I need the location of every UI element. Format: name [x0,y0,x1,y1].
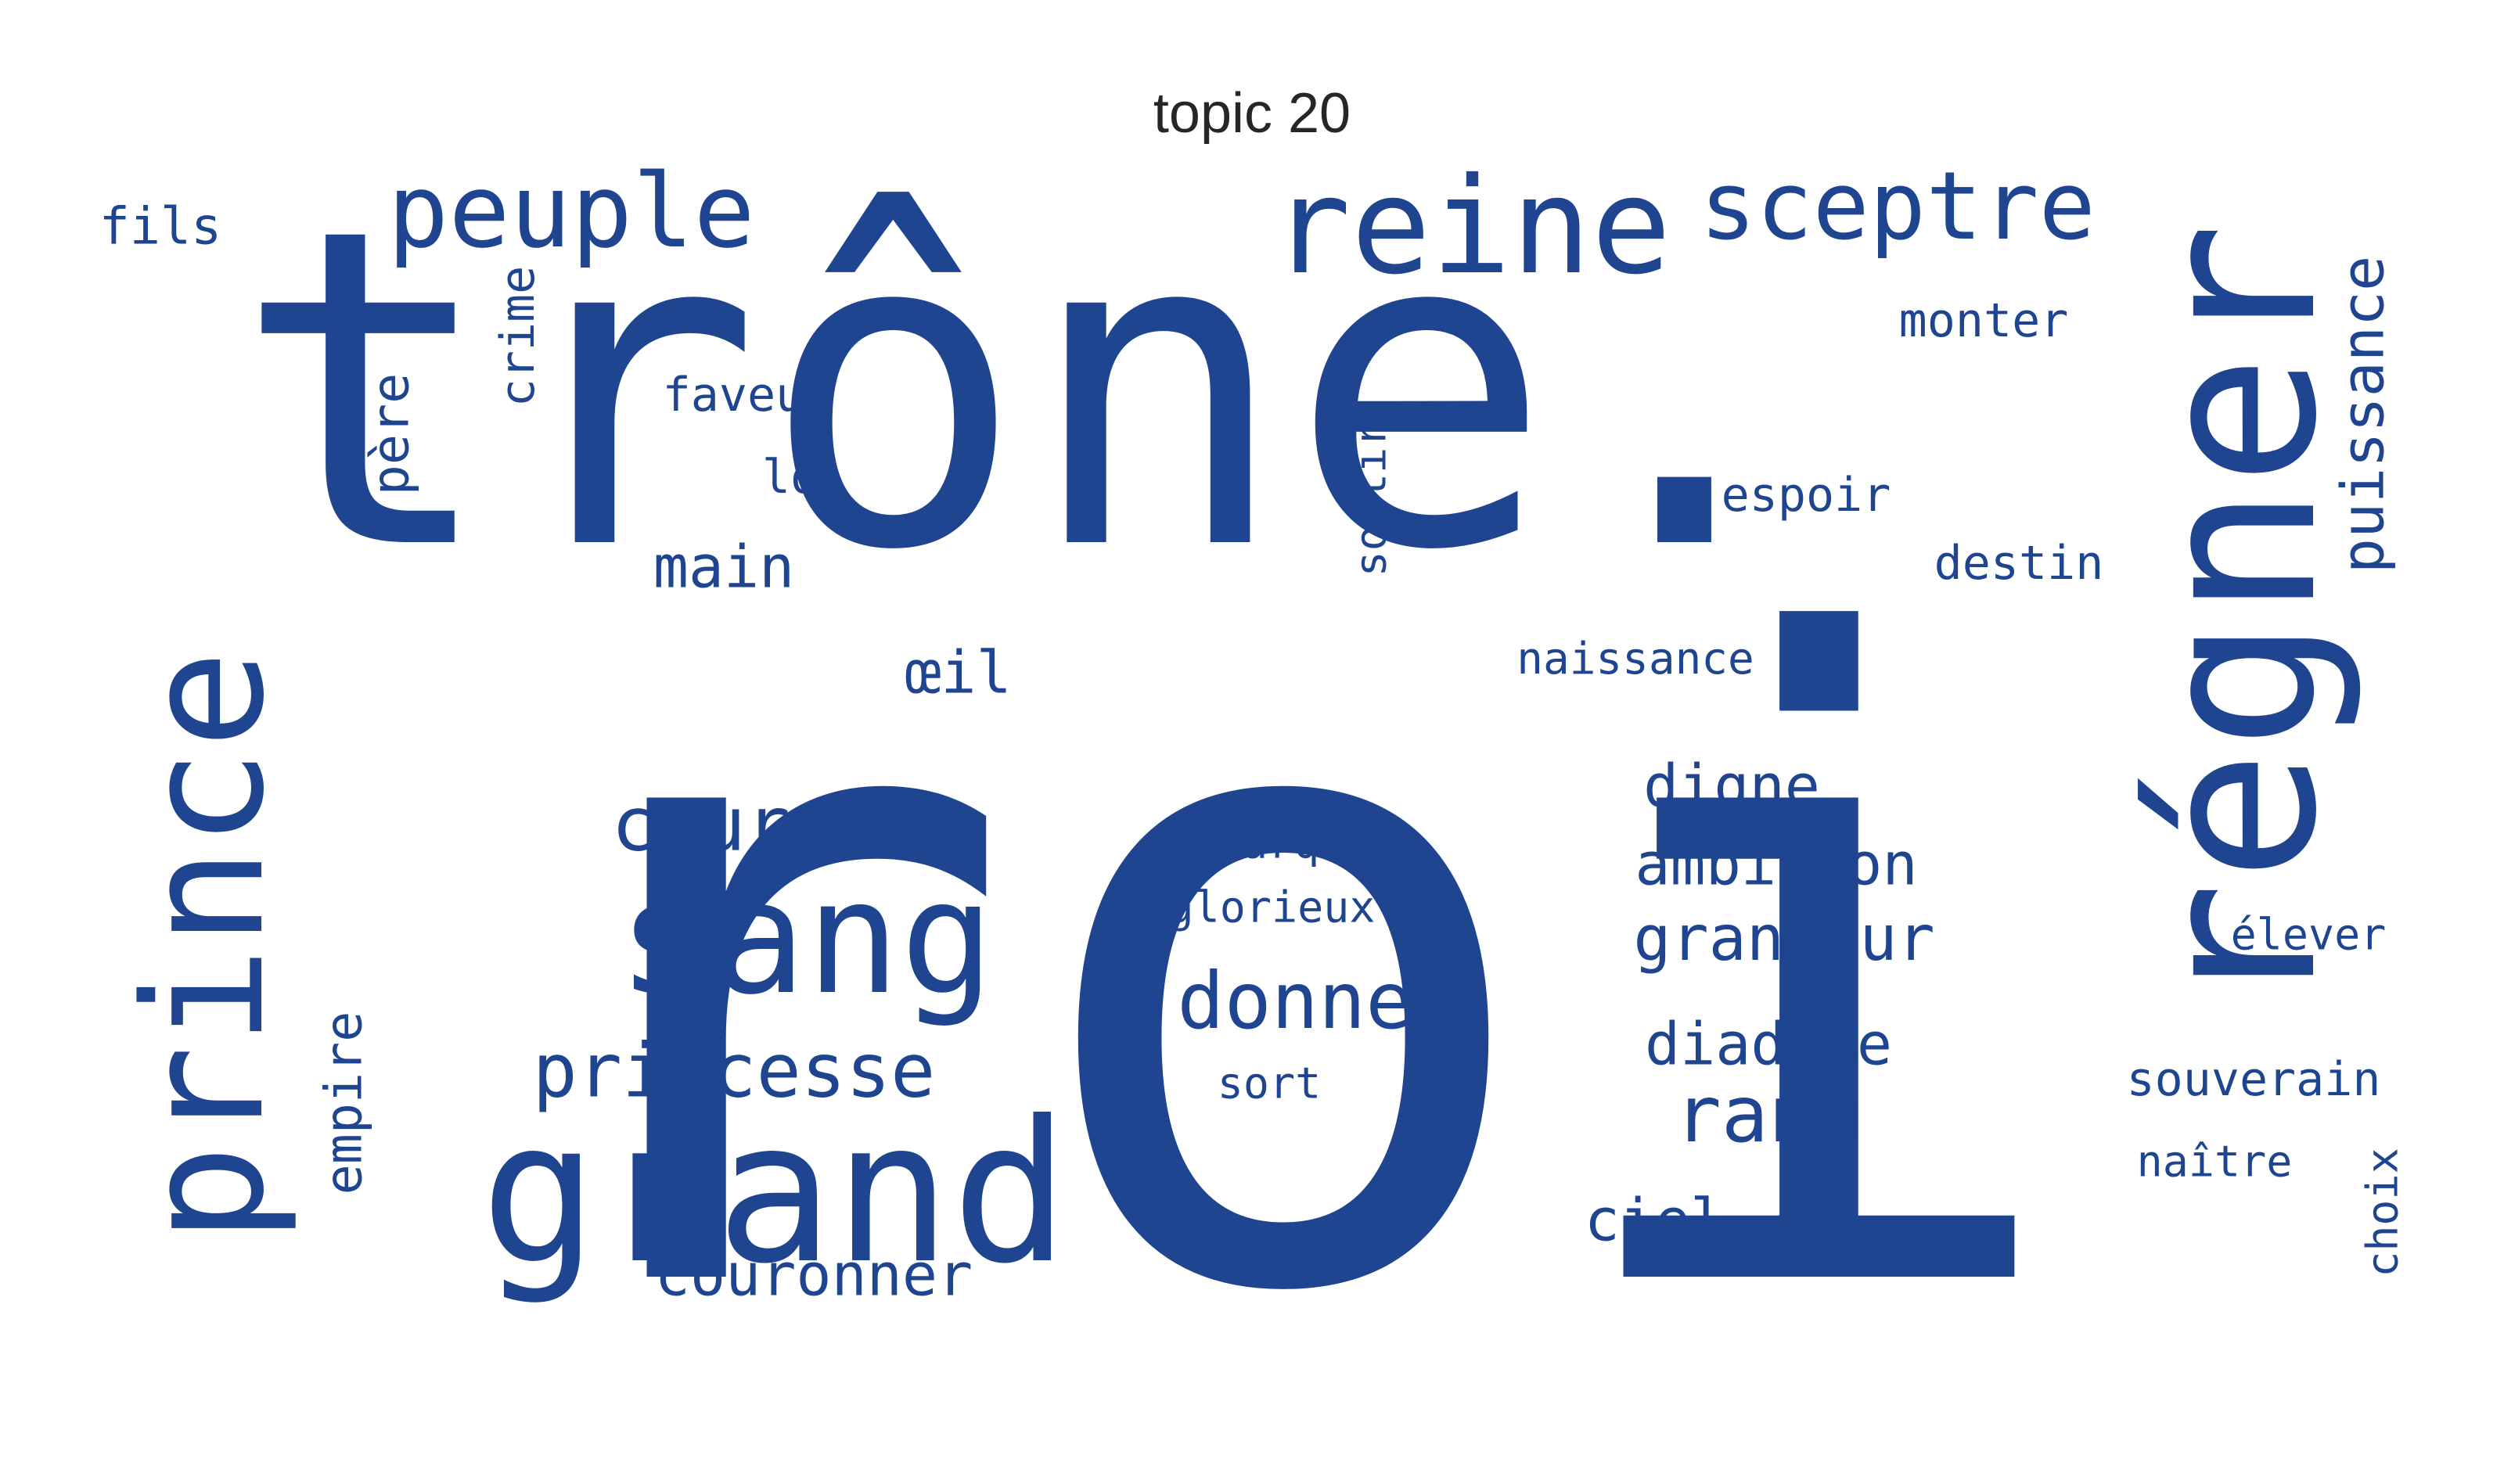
word-couronner: couronner [654,1240,973,1310]
word-espoir: espoir [1721,468,1891,523]
word-peuple: peuple [387,152,755,271]
word-main: main [653,532,795,602]
word-puissance: puissance [2328,255,2398,574]
word-ambition: ambition [1635,829,1918,899]
word-sang: sang [617,847,995,1029]
word-régner: régner [2110,222,2365,1014]
word-crime: crime [491,265,545,408]
word-empire: empire [315,1011,374,1195]
word-digne: digne [1643,751,1820,821]
word-loi: loi [761,450,847,505]
word-souverain: souverain [2126,1052,2381,1107]
word-monter: monter [1898,293,2069,348]
word-sort: sort [1217,1058,1322,1109]
word-prince: prince [109,649,300,1244]
word-princesse: princesse [532,1028,936,1115]
word-donner: donner [1177,955,1460,1047]
word-père: père [362,372,421,496]
word-sortir: sortir [1345,421,1396,577]
word-trône.: trône. [233,136,1817,646]
word-roi: roi [491,464,2075,1484]
word-élever: élever [2230,909,2387,960]
word-grandeur: grandeur [1633,902,1935,975]
word-faveur: faveur [662,368,833,422]
word-diadème: diadème [1644,1009,1893,1079]
word-destin: destin [1934,536,2104,591]
word-couronne: couronne [611,782,970,868]
word-reine: reine [1271,149,1671,304]
word-monarque: monarque [1164,817,1372,868]
word-grand: grand [480,1079,1070,1306]
word-sceptre: sceptre [1700,153,2096,261]
word-naissance: naissance [1516,634,1754,685]
word-fils: fils [99,197,222,257]
word-glorieux: glorieux [1167,882,1376,932]
word-cloud: roi trône. régner prince grand sang reine peupl… [99,136,2408,1413]
word-rang: rang [1674,1069,1863,1160]
word-choix: choix [2357,1148,2408,1277]
word-naître: naître [2136,1136,2293,1187]
word-ciel: ciel [1584,1185,1726,1255]
chart-title: topic 20 [1153,82,1351,145]
word-œil: œil [905,638,1012,707]
